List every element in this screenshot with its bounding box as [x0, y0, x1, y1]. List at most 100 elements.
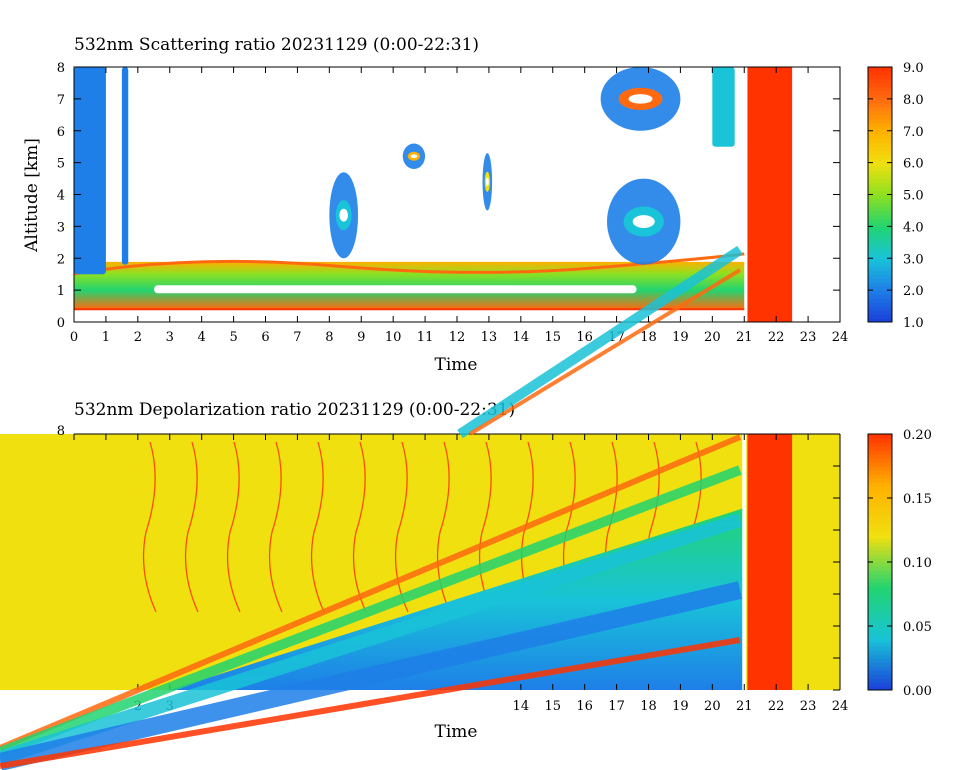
- colorbar-tick-label: 7.0: [903, 125, 924, 140]
- colorbar-swatch: [868, 654, 892, 659]
- colorbar-swatch: [868, 626, 892, 631]
- colorbar-tick-label: 0.05: [903, 620, 932, 635]
- x-tick-label: 16: [576, 330, 593, 345]
- colorbar-swatch: [868, 474, 892, 479]
- colorbar-swatch: [868, 226, 892, 231]
- colorbar-swatch: [868, 590, 892, 595]
- x-tick-label: 20: [704, 699, 721, 714]
- colorbar-swatch: [868, 554, 892, 559]
- colorbar-swatch: [868, 198, 892, 203]
- x-tick-label: 4: [198, 330, 206, 345]
- chart-title-depolarization: 532nm Depolarization ratio 20231129 (0:0…: [74, 400, 515, 420]
- x-tick-label: 24: [832, 330, 849, 345]
- missing-data-band: [747, 67, 793, 322]
- colorbar-swatch: [868, 190, 892, 195]
- colorbar-tick-label: 0.00: [903, 684, 932, 699]
- colorbar-swatch: [868, 486, 892, 491]
- colorbar-swatch: [868, 674, 892, 679]
- colorbar-swatch: [868, 194, 892, 199]
- colorbar-swatch: [868, 478, 892, 483]
- cloud-saturated: [410, 154, 418, 159]
- depol-contour: [310, 441, 325, 613]
- colorbar-swatch: [868, 514, 892, 519]
- artifact-stripe: [0, 637, 741, 769]
- y-axis-label-scattering: Altitude [km]: [22, 138, 42, 253]
- x-tick-label: 22: [768, 699, 785, 714]
- cirrus-layer: [74, 67, 106, 275]
- cirrus-layer: [712, 67, 735, 147]
- x-axis-label-depolarization: Time: [435, 722, 478, 742]
- colorbar-swatch: [868, 294, 892, 299]
- colorbar-swatch: [868, 502, 892, 507]
- colorbar-tick-label: 1.0: [903, 316, 924, 331]
- colorbar-swatch: [868, 78, 892, 84]
- colorbar-swatch: [868, 570, 892, 575]
- colorbar-swatch: [868, 154, 892, 160]
- colorbar-swatch: [868, 642, 892, 647]
- colorbar-swatch: [868, 530, 892, 535]
- colorbar-tick-label: 9.0: [903, 61, 924, 76]
- colorbar-swatch: [868, 550, 892, 555]
- x-tick-label: 22: [768, 330, 785, 345]
- x-tick-label: 23: [800, 330, 817, 345]
- y-tick-label: 3: [57, 220, 65, 235]
- x-axis-label-scattering: Time: [435, 355, 478, 375]
- colorbar-swatch: [868, 670, 892, 675]
- colorbar-swatch: [868, 506, 892, 511]
- colorbar-swatch: [868, 318, 892, 323]
- colorbar-swatch: [868, 446, 892, 451]
- plot-area-scattering: 0 1 2 3 4 5 6 7 8 9 10 11 12 13 14 15 16 17 18 19 20 21 22 23 24…: [57, 61, 849, 345]
- x-tick-label: 15: [544, 330, 561, 345]
- colorbar-swatch: [868, 114, 892, 120]
- depol-contour: [394, 441, 409, 613]
- colorbar-tick-label: 3.0: [903, 252, 924, 267]
- colorbar-swatch: [868, 138, 892, 144]
- y-tick-label: 7: [57, 93, 65, 108]
- y-tick-label: 8: [57, 61, 65, 76]
- colorbar-swatch: [868, 258, 892, 263]
- cloud-saturated: [632, 215, 655, 229]
- colorbar-swatch: [868, 494, 892, 499]
- colorbar-swatch: [868, 74, 892, 80]
- colorbar-swatch: [868, 634, 892, 639]
- x-tick-label: 23: [800, 699, 817, 714]
- colorbar-swatch: [868, 146, 892, 152]
- colorbar-swatch: [868, 630, 892, 635]
- x-tick-label: 19: [672, 699, 689, 714]
- colorbar-swatch: [868, 150, 892, 156]
- x-tick-label: 13: [481, 330, 498, 345]
- colorbar-swatch: [868, 646, 892, 651]
- colorbar-swatch: [868, 210, 892, 215]
- x-tick-label: 17: [608, 699, 625, 714]
- colorbar-tick-label: 4.0: [903, 220, 924, 235]
- x-tick-label: 15: [544, 699, 561, 714]
- colorbar-swatch: [868, 174, 892, 180]
- colorbar-swatch: [868, 234, 892, 239]
- y-tick-label: 2: [57, 252, 65, 267]
- colorbar-swatch: [868, 598, 892, 603]
- colorbar-swatch: [868, 250, 892, 255]
- x-tick-label: 21: [736, 699, 753, 714]
- y-tick-label: 1: [57, 284, 65, 299]
- artifact-stripe: [468, 268, 742, 436]
- colorbar-swatch: [868, 442, 892, 447]
- colorbar-swatch: [868, 122, 892, 128]
- colorbar-swatch: [868, 158, 892, 164]
- colorbar-swatch: [868, 162, 892, 168]
- colorbar-swatch: [868, 298, 892, 303]
- colorbar-swatch: [868, 638, 892, 643]
- colorbar-swatch: [868, 266, 892, 271]
- colorbar-swatch: [868, 658, 892, 663]
- y-tick-label: 4: [57, 189, 65, 204]
- x-tick-label: 0: [70, 330, 78, 345]
- x-tick-label: 14: [513, 330, 530, 345]
- colorbar-swatch: [868, 86, 892, 92]
- colorbar-tick-label: 0.10: [903, 556, 932, 571]
- x-tick-label: 21: [736, 330, 753, 345]
- colorbar-swatch: [868, 290, 892, 295]
- colorbar-swatch: [868, 67, 892, 72]
- colorbar-swatch: [868, 490, 892, 495]
- colorbar-swatch: [868, 434, 892, 439]
- depol-contour: [226, 441, 241, 613]
- colorbar-swatch: [868, 534, 892, 539]
